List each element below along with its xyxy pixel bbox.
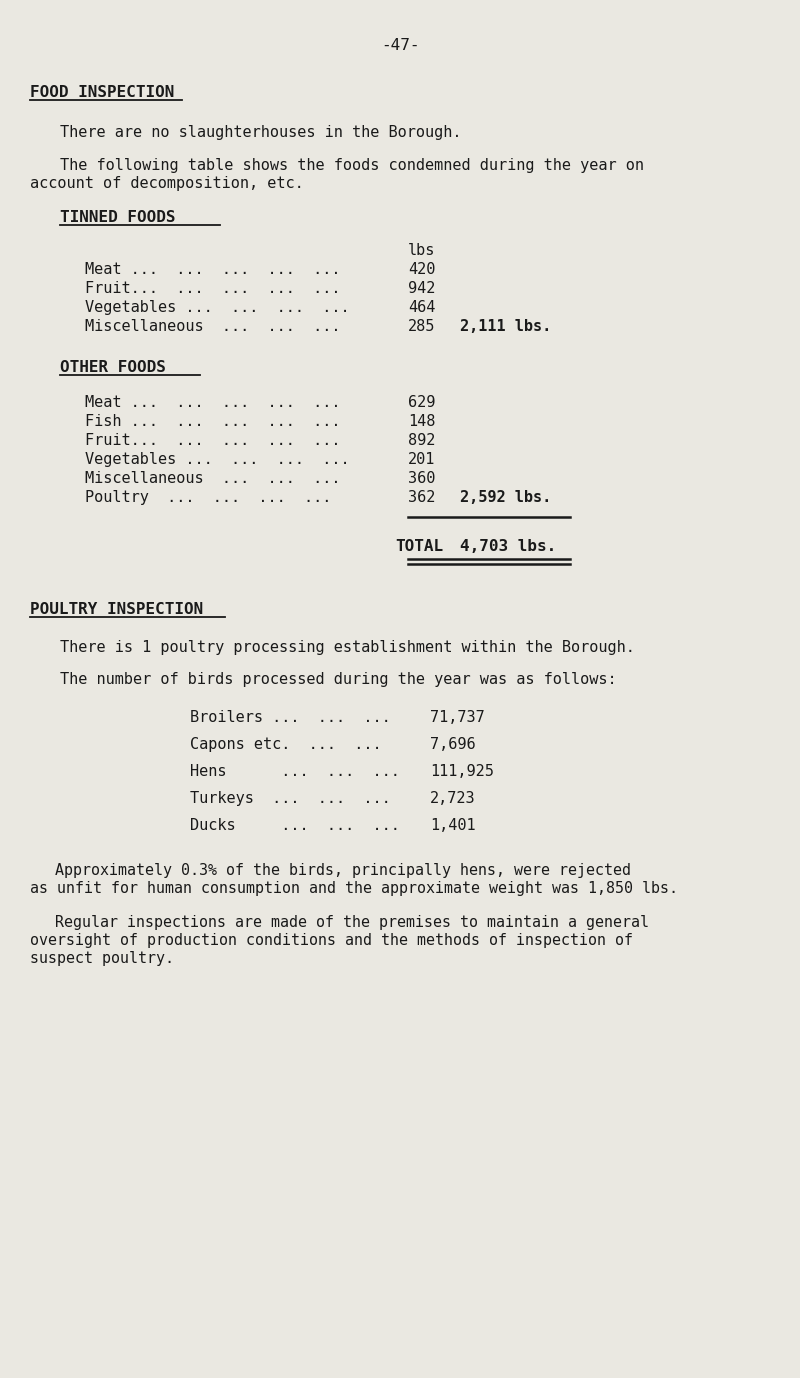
Text: account of decomposition, etc.: account of decomposition, etc.: [30, 176, 304, 192]
Text: suspect poultry.: suspect poultry.: [30, 951, 174, 966]
Text: TOTAL: TOTAL: [395, 539, 443, 554]
Text: 892: 892: [408, 433, 435, 448]
Text: 2,723: 2,723: [430, 791, 476, 806]
Text: 629: 629: [408, 395, 435, 411]
Text: 942: 942: [408, 281, 435, 296]
Text: Fruit...  ...  ...  ...  ...: Fruit... ... ... ... ...: [85, 433, 341, 448]
Text: FOOD INSPECTION: FOOD INSPECTION: [30, 85, 174, 101]
Text: Hens      ...  ...  ...: Hens ... ... ...: [190, 763, 400, 779]
Text: Fruit...  ...  ...  ...  ...: Fruit... ... ... ... ...: [85, 281, 341, 296]
Text: Approximately 0.3% of the birds, principally hens, were rejected: Approximately 0.3% of the birds, princip…: [55, 863, 631, 878]
Text: 285: 285: [408, 318, 435, 333]
Text: Poultry  ...  ...  ...  ...: Poultry ... ... ... ...: [85, 491, 331, 504]
Text: Miscellaneous  ...  ...  ...: Miscellaneous ... ... ...: [85, 318, 341, 333]
Text: OTHER FOODS: OTHER FOODS: [60, 360, 166, 375]
Text: The following table shows the foods condemned during the year on: The following table shows the foods cond…: [60, 158, 644, 174]
Text: There is 1 poultry processing establishment within the Borough.: There is 1 poultry processing establishm…: [60, 639, 635, 655]
Text: There are no slaughterhouses in the Borough.: There are no slaughterhouses in the Boro…: [60, 125, 462, 141]
Text: -47-: -47-: [381, 39, 419, 52]
Text: TINNED FOODS: TINNED FOODS: [60, 209, 175, 225]
Text: 2,111 lbs.: 2,111 lbs.: [460, 318, 551, 333]
Text: 7,696: 7,696: [430, 737, 476, 752]
Text: Capons etc.  ...  ...: Capons etc. ... ...: [190, 737, 382, 752]
Text: 1,401: 1,401: [430, 819, 476, 832]
Text: 2,592 lbs.: 2,592 lbs.: [460, 491, 551, 504]
Text: Meat ...  ...  ...  ...  ...: Meat ... ... ... ... ...: [85, 395, 341, 411]
Text: Fish ...  ...  ...  ...  ...: Fish ... ... ... ... ...: [85, 413, 341, 429]
Text: oversight of production conditions and the methods of inspection of: oversight of production conditions and t…: [30, 933, 633, 948]
Text: POULTRY INSPECTION: POULTRY INSPECTION: [30, 602, 203, 617]
Text: Turkeys  ...  ...  ...: Turkeys ... ... ...: [190, 791, 390, 806]
Text: lbs: lbs: [408, 243, 435, 258]
Text: 111,925: 111,925: [430, 763, 494, 779]
Text: 362: 362: [408, 491, 435, 504]
Text: Miscellaneous  ...  ...  ...: Miscellaneous ... ... ...: [85, 471, 341, 486]
Text: 148: 148: [408, 413, 435, 429]
Text: 360: 360: [408, 471, 435, 486]
Text: 4,703 lbs.: 4,703 lbs.: [460, 539, 556, 554]
Text: Ducks     ...  ...  ...: Ducks ... ... ...: [190, 819, 400, 832]
Text: Broilers ...  ...  ...: Broilers ... ... ...: [190, 710, 390, 725]
Text: 464: 464: [408, 300, 435, 316]
Text: Vegetables ...  ...  ...  ...: Vegetables ... ... ... ...: [85, 300, 350, 316]
Text: 71,737: 71,737: [430, 710, 485, 725]
Text: Meat ...  ...  ...  ...  ...: Meat ... ... ... ... ...: [85, 262, 341, 277]
Text: Vegetables ...  ...  ...  ...: Vegetables ... ... ... ...: [85, 452, 350, 467]
Text: The number of birds processed during the year was as follows:: The number of birds processed during the…: [60, 672, 617, 688]
Text: Regular inspections are made of the premises to maintain a general: Regular inspections are made of the prem…: [55, 915, 649, 930]
Text: 201: 201: [408, 452, 435, 467]
Text: as unfit for human consumption and the approximate weight was 1,850 lbs.: as unfit for human consumption and the a…: [30, 881, 678, 896]
Text: 420: 420: [408, 262, 435, 277]
